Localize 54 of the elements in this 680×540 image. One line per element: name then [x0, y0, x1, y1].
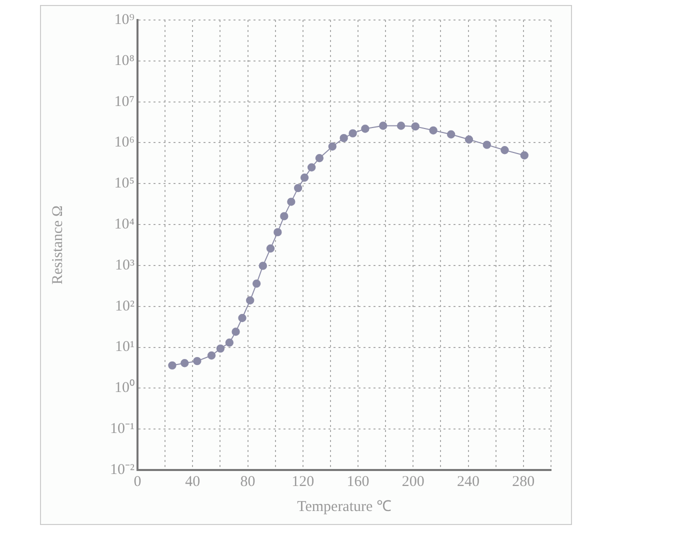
point: [464, 135, 474, 144]
point: [180, 359, 189, 368]
point: [411, 122, 420, 131]
point: [287, 198, 296, 206]
y-axis-title: Resistance Ω: [50, 205, 66, 285]
point: [348, 129, 357, 138]
point: [307, 163, 316, 172]
point: [168, 361, 176, 370]
point: [500, 146, 509, 154]
y-tick-label: 10⁰: [114, 379, 134, 396]
x-tick-label: 0: [134, 474, 142, 490]
point: [482, 140, 492, 149]
x-tick-label: 40: [185, 474, 200, 490]
point: [520, 151, 528, 160]
point: [193, 356, 202, 366]
point: [379, 122, 388, 130]
x-tick-label: 160: [346, 474, 370, 490]
y-tick-label: 10⁹: [114, 12, 134, 28]
y-tick-label: 10⁵: [114, 176, 134, 192]
point: [340, 134, 348, 142]
point: [300, 174, 309, 182]
point: [216, 344, 225, 353]
point: [315, 154, 324, 162]
y-tick-label: 10⁸: [114, 52, 134, 69]
y-tick-label: 10⁻¹: [110, 421, 134, 438]
x-tick-label: 240: [457, 474, 480, 490]
point: [207, 351, 216, 360]
point: [294, 184, 302, 192]
point: [238, 314, 246, 322]
y-tick-label: 10⁴: [114, 216, 134, 232]
point: [274, 228, 282, 236]
point: [252, 280, 261, 288]
point: [246, 296, 254, 304]
x-tick-label: 80: [240, 474, 256, 490]
y-tick-label: 10³: [114, 257, 135, 274]
x-tick-label: 120: [292, 474, 314, 490]
y-tick-label: 10⁻²: [110, 462, 135, 478]
point: [396, 122, 406, 130]
x-tick-label: 280: [512, 474, 535, 490]
point: [446, 130, 456, 138]
y-tick-label: 10¹: [114, 339, 134, 356]
x-tick-label: 200: [402, 474, 424, 490]
point: [280, 212, 288, 220]
point: [225, 338, 234, 347]
point: [258, 262, 268, 270]
point: [232, 328, 240, 336]
point: [266, 244, 275, 253]
point: [361, 124, 370, 133]
point: [429, 126, 438, 135]
y-tick-label: 10⁶: [114, 134, 134, 151]
point: [328, 142, 336, 151]
y-tick-label: 10⁷: [114, 94, 134, 110]
x-axis-title: Temperature ℃: [297, 498, 392, 515]
y-tick-label: 10²: [114, 298, 135, 314]
